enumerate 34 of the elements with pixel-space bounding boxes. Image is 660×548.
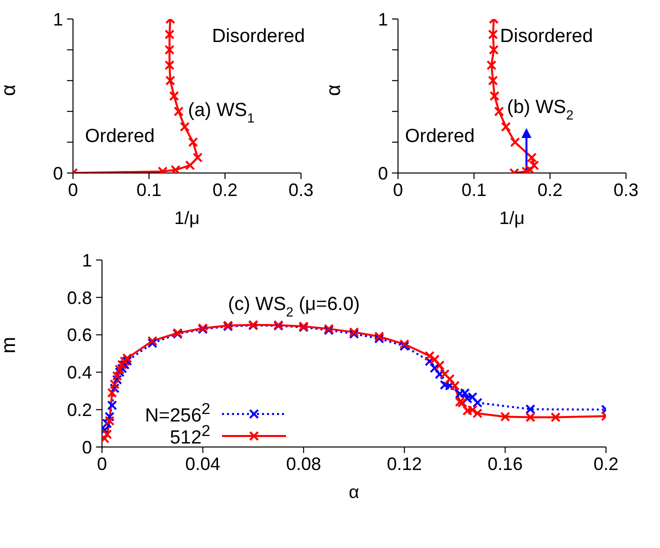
y-axis-title: α [323, 84, 346, 96]
x-axis-title: α [348, 482, 360, 502]
y-tick-label: 1 [52, 9, 63, 30]
y-axis-title: α [0, 84, 20, 96]
x-axis-title: 1/μ [174, 208, 200, 228]
x-tick-label: 0.16 [488, 454, 523, 474]
y-tick-label: 0.6 [66, 325, 92, 346]
x-tick-label: 0.08 [286, 454, 322, 474]
y-tick-label: 1 [378, 9, 388, 30]
x-axis-title: 1/μ [499, 208, 525, 228]
x-tick-label: 0.04 [185, 454, 220, 474]
annotation: (c) WS$_{2}$ (μ=6.0) [228, 294, 360, 320]
x-tick-label: 0.1 [136, 180, 162, 200]
y-tick-label: 0.8 [66, 288, 92, 308]
y-tick-label: 0 [82, 437, 92, 458]
x-tick-label: 0.2 [537, 180, 563, 200]
annotation: (a) WS$_{1}$ [188, 100, 255, 126]
annotation: Disordered [500, 26, 593, 47]
x-tick-label: 0.2 [593, 454, 619, 474]
y-axis-title: m [0, 336, 20, 354]
y-tick-label: 0.4 [66, 362, 92, 383]
x-tick-label: 0.3 [613, 180, 639, 200]
annotation: Ordered [405, 126, 475, 147]
annotation: Ordered [85, 126, 155, 147]
x-tick-label: 0.1 [461, 180, 487, 200]
x-tick-label: 0.3 [288, 180, 314, 200]
annotation: Disordered [212, 26, 305, 47]
x-tick-label: 0.12 [386, 454, 422, 474]
x-tick-label: 0.2 [212, 180, 238, 200]
y-tick-label: 0.2 [66, 400, 92, 420]
y-tick-label: 1 [82, 250, 92, 270]
x-tick-label: 0 [96, 454, 108, 474]
annotation: (b) WS$_{2}$ [507, 97, 574, 123]
x-tick-label: 0 [392, 180, 404, 200]
